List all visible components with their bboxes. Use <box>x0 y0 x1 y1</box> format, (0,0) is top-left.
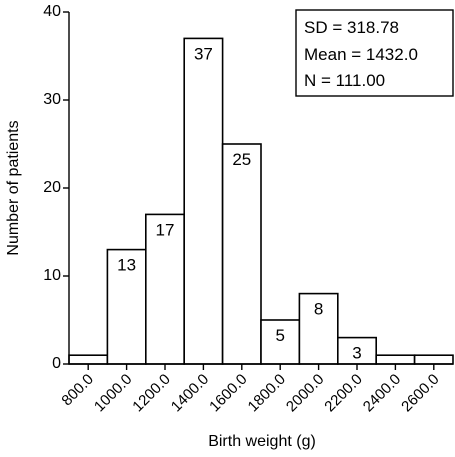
bar-2600.0 <box>413 354 454 365</box>
bar-2200.0 <box>336 336 377 365</box>
bar-2400.0 <box>375 354 416 365</box>
stats-mean: Mean = 1432.0 <box>304 45 418 64</box>
x-tick-label: 1800.0 <box>245 371 289 415</box>
bar-1400.0 <box>183 37 224 365</box>
x-axis-title: Birth weight (g) <box>208 433 316 450</box>
stats-n: N = 111.00 <box>304 71 385 90</box>
x-axis: 800.01000.01200.01400.01600.01800.02000.… <box>58 363 453 415</box>
x-tick-label: 1400.0 <box>168 371 212 415</box>
bar-800.0 <box>68 354 109 365</box>
bars-group <box>68 37 454 365</box>
y-tick-label: 0 <box>52 355 61 372</box>
data-label-1800.0: 5 <box>275 326 284 345</box>
data-label-2000.0: 8 <box>314 300 323 319</box>
x-tick-label: 1200.0 <box>129 371 173 415</box>
data-label-1000.0: 13 <box>117 256 136 275</box>
x-tick-label: 2600.0 <box>398 371 442 415</box>
stats-box: SD = 318.78 Mean = 1432.0 N = 111.00 <box>295 9 454 97</box>
y-axis: 0 10 20 30 40 <box>43 3 70 372</box>
data-label-2200.0: 3 <box>352 344 361 363</box>
x-tick-label: 1000.0 <box>91 371 135 415</box>
y-axis-title: Number of patients <box>5 120 22 255</box>
bar-1600.0 <box>221 143 262 365</box>
x-tick-label: 2000.0 <box>283 371 327 415</box>
data-label-1600.0: 25 <box>232 150 251 169</box>
y-tick-label: 30 <box>43 91 61 108</box>
data-label-1200.0: 17 <box>156 220 175 239</box>
y-tick-label: 10 <box>43 267 61 284</box>
data-label-1400.0: 37 <box>194 44 213 63</box>
y-tick-label: 20 <box>43 179 61 196</box>
data-labels-group: 13 17 37 25 5 8 3 <box>117 44 362 362</box>
stats-sd: SD = 318.78 <box>304 18 399 37</box>
bar-2000.0 <box>298 292 339 365</box>
x-tick-label: 2200.0 <box>321 371 365 415</box>
y-tick-label: 40 <box>43 3 61 20</box>
x-tick-label: 2400.0 <box>360 371 404 415</box>
x-tick-label: 1600.0 <box>206 371 250 415</box>
